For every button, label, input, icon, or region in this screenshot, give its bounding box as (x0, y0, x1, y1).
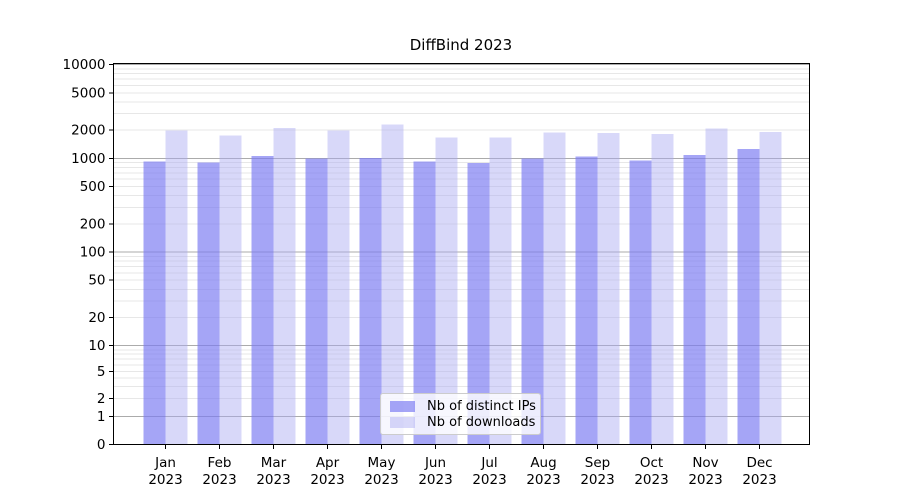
bar-downloads-jun (435, 137, 458, 445)
x-axis-tick-label: Jun 2023 (418, 455, 452, 488)
bar-distinct-ips-may (359, 157, 382, 445)
bar-downloads-apr (327, 130, 350, 445)
y-axis-tick-label: 2 (97, 391, 106, 407)
plot-border (113, 63, 810, 445)
x-axis-tick-label: Jul 2023 (472, 455, 506, 488)
y-axis-tick-label: 500 (80, 179, 106, 195)
x-axis-tick-label: Nov 2023 (688, 455, 722, 488)
y-axis-tick-label: 0 (97, 437, 106, 453)
y-axis-tick-label: 2000 (71, 123, 105, 139)
legend-swatch-downloads (390, 416, 415, 428)
legend-label-downloads: Nb of downloads (427, 414, 536, 430)
y-axis-tick-label: 1000 (71, 151, 105, 167)
bar-distinct-ips-mar (251, 155, 274, 445)
bar-downloads-oct (651, 133, 674, 445)
legend-item-distinct-ips: Nb of distinct IPs (390, 399, 536, 414)
bar-downloads-nov (705, 128, 728, 445)
bar-downloads-sep (597, 133, 620, 445)
x-axis-tick-label: May 2023 (364, 455, 398, 488)
bar-distinct-ips-aug (521, 158, 544, 445)
bar-downloads-aug (543, 132, 566, 445)
y-axis-tick-label: 100 (80, 245, 106, 261)
chart-title: DiffBind 2023 (409, 36, 513, 54)
bar-downloads-mar (273, 128, 296, 445)
bar-distinct-ips-oct (629, 160, 652, 445)
x-axis-tick-label: Feb 2023 (202, 455, 236, 488)
x-axis-tick-label: Oct 2023 (634, 455, 668, 488)
bar-distinct-ips-apr (305, 158, 328, 445)
y-axis-tick-label: 200 (80, 216, 106, 232)
bar-distinct-ips-jul (467, 163, 490, 445)
legend-swatch-distinct-ips (390, 400, 415, 412)
bar-downloads-jul (489, 137, 512, 445)
y-axis-tick-label: 50 (88, 273, 105, 289)
bar-downloads-may (381, 124, 404, 445)
bar-distinct-ips-nov (683, 154, 706, 445)
x-axis-tick-label: Mar 2023 (256, 455, 290, 488)
bar-distinct-ips-jun (413, 161, 436, 445)
legend: Nb of distinct IPs Nb of downloads (380, 393, 541, 435)
bar-downloads-feb (219, 135, 242, 445)
y-axis-tick-label: 10 (88, 338, 105, 354)
x-axis-tick-label: Sep 2023 (580, 455, 614, 488)
bar-distinct-ips-jan (143, 161, 166, 445)
legend-label-distinct-ips: Nb of distinct IPs (427, 398, 536, 414)
y-axis-tick-label: 1 (97, 409, 106, 425)
bar-distinct-ips-feb (197, 162, 220, 445)
y-axis-tick-label: 5000 (71, 85, 105, 101)
legend-item-downloads: Nb of downloads (390, 415, 535, 430)
x-axis-tick-label: Dec 2023 (742, 455, 776, 488)
y-axis-tick-label: 20 (88, 310, 105, 326)
bar-distinct-ips-dec (737, 149, 760, 445)
bar-downloads-jan (165, 130, 188, 445)
bar-downloads-dec (759, 131, 782, 445)
x-axis-tick-label: Jan 2023 (148, 455, 182, 488)
x-axis-tick-label: Aug 2023 (526, 455, 560, 488)
y-axis-tick-label: 5 (97, 364, 106, 380)
y-axis-tick-label: 10000 (63, 57, 106, 73)
x-axis-tick-label: Apr 2023 (310, 455, 344, 488)
bar-distinct-ips-sep (575, 156, 598, 445)
